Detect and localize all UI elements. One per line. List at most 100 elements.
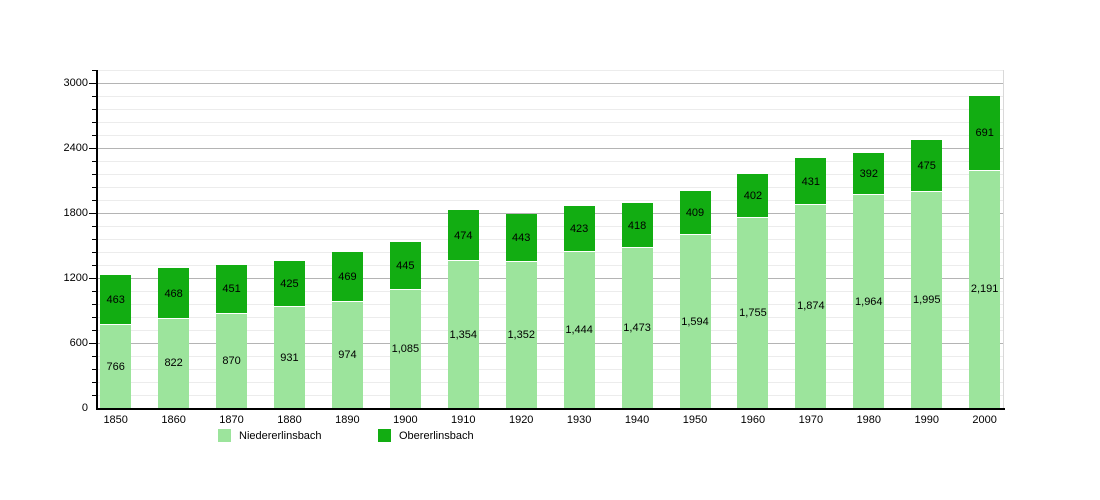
bar-value-label: 1,354 bbox=[449, 328, 478, 341]
minor-gridline bbox=[96, 109, 1003, 110]
y-axis-tick bbox=[92, 330, 96, 331]
minor-gridline bbox=[96, 226, 1003, 227]
x-tick-label: 1990 bbox=[914, 414, 939, 426]
y-axis-tick bbox=[89, 213, 96, 214]
minor-gridline bbox=[96, 291, 1003, 292]
bar-segment-niedererlinsbach bbox=[505, 261, 537, 408]
minor-gridline bbox=[96, 330, 1003, 331]
x-tick-label: 1880 bbox=[277, 414, 302, 426]
minor-gridline bbox=[96, 304, 1003, 305]
y-axis-tick bbox=[92, 109, 96, 110]
bar-segment-obererlinsbach bbox=[447, 209, 479, 262]
bar-value-label: 1,473 bbox=[623, 322, 651, 335]
bar-value-label: 402 bbox=[743, 190, 763, 203]
bar-segment-obererlinsbach bbox=[563, 205, 595, 252]
bar-segment-niedererlinsbach bbox=[853, 195, 885, 408]
y-axis-tick bbox=[92, 265, 96, 266]
x-tick-label: 1950 bbox=[682, 414, 708, 426]
bar-segment-obererlinsbach bbox=[100, 274, 132, 325]
y-axis-tick bbox=[92, 122, 96, 123]
bar-value-label: 1,995 bbox=[912, 293, 941, 306]
legend-item-obererlinsbach: Obererlinsbach bbox=[378, 429, 474, 442]
x-axis bbox=[96, 408, 1005, 410]
y-axis-tick bbox=[92, 304, 96, 305]
major-gridline bbox=[96, 343, 1003, 344]
bar-value-label: 1,444 bbox=[565, 323, 593, 336]
bar-segment-obererlinsbach bbox=[969, 95, 1001, 171]
x-tick-label: 1960 bbox=[740, 414, 766, 426]
x-tick-label: 1860 bbox=[161, 414, 186, 426]
x-tick-label: 1930 bbox=[566, 414, 592, 426]
minor-gridline bbox=[96, 161, 1003, 162]
y-tick-label: 2400 bbox=[63, 142, 88, 154]
y-axis-tick bbox=[92, 226, 96, 227]
minor-gridline bbox=[96, 382, 1003, 383]
minor-gridline bbox=[96, 356, 1003, 357]
minor-gridline bbox=[96, 96, 1003, 97]
major-gridline bbox=[96, 278, 1003, 279]
bar-value-label: 451 bbox=[222, 283, 241, 296]
y-axis-tick bbox=[92, 239, 96, 240]
y-axis-tick bbox=[92, 395, 96, 396]
bar-value-label: 431 bbox=[801, 175, 821, 188]
bar-value-label: 1,874 bbox=[797, 300, 825, 313]
x-tick-label: 1980 bbox=[856, 414, 882, 426]
x-tick-label: 1870 bbox=[219, 414, 244, 426]
x-tick-label: 1850 bbox=[103, 414, 128, 426]
bar-segment-niedererlinsbach bbox=[331, 302, 363, 408]
bar-segment-obererlinsbach bbox=[679, 191, 711, 236]
bar-segment-obererlinsbach bbox=[911, 140, 943, 192]
bar-value-label: 766 bbox=[106, 360, 125, 373]
y-tick-label: 3000 bbox=[63, 77, 88, 89]
y-tick-label: 0 bbox=[81, 402, 88, 414]
y-axis-tick bbox=[92, 135, 96, 136]
x-tick-label: 1920 bbox=[508, 414, 534, 426]
y-axis-tick bbox=[92, 317, 96, 318]
bar-value-label: 392 bbox=[859, 168, 878, 180]
y-axis-tick bbox=[92, 200, 96, 201]
bar-value-label: 822 bbox=[164, 357, 183, 370]
bar-value-label: 870 bbox=[222, 354, 241, 367]
bar-segment-niedererlinsbach bbox=[100, 325, 132, 408]
legend-swatch-niedererlinsbach bbox=[218, 429, 231, 442]
bar-segment-niedererlinsbach bbox=[389, 290, 421, 408]
y-axis-tick bbox=[92, 291, 96, 292]
minor-gridline bbox=[96, 252, 1003, 253]
bar-segment-niedererlinsbach bbox=[216, 313, 248, 408]
x-tick-label: 1910 bbox=[451, 414, 476, 426]
y-axis-tick bbox=[92, 252, 96, 253]
bar-value-label: 2,191 bbox=[970, 283, 999, 296]
y-axis-tick bbox=[92, 174, 96, 175]
bar-value-label: 418 bbox=[627, 219, 647, 232]
minor-gridline bbox=[96, 200, 1003, 201]
bar-value-label: 469 bbox=[338, 271, 357, 284]
bar-value-label: 1,964 bbox=[855, 295, 883, 308]
y-axis-tick bbox=[92, 70, 96, 71]
minor-gridline bbox=[96, 122, 1003, 123]
y-axis-tick bbox=[92, 187, 96, 188]
minor-gridline bbox=[96, 174, 1003, 175]
bar-segment-niedererlinsbach bbox=[911, 191, 943, 408]
bar-segment-niedererlinsbach bbox=[795, 204, 827, 408]
x-tick-label: 1940 bbox=[624, 414, 650, 426]
legend-item-niedererlinsbach: Niedererlinsbach bbox=[218, 429, 322, 442]
y-tick-label: 1200 bbox=[63, 272, 88, 284]
bar-value-label: 1,594 bbox=[681, 315, 709, 328]
bar-value-label: 425 bbox=[280, 278, 299, 291]
bar-value-label: 1,085 bbox=[391, 343, 420, 356]
y-tick-label: 600 bbox=[69, 337, 88, 349]
x-tick-label: 1890 bbox=[335, 414, 360, 426]
bar-value-label: 474 bbox=[454, 229, 473, 242]
bar-segment-obererlinsbach bbox=[795, 158, 827, 205]
bar-value-label: 475 bbox=[917, 160, 936, 173]
bar-segment-niedererlinsbach bbox=[447, 261, 479, 408]
bar-segment-obererlinsbach bbox=[505, 213, 537, 262]
bar-segment-obererlinsbach bbox=[273, 261, 305, 308]
bar-value-label: 445 bbox=[396, 260, 415, 273]
bar-segment-niedererlinsbach bbox=[969, 170, 1001, 408]
bar-value-label: 409 bbox=[685, 207, 705, 220]
bar-segment-niedererlinsbach bbox=[563, 251, 595, 408]
x-tick-label: 1970 bbox=[798, 414, 824, 426]
minor-gridline bbox=[96, 135, 1003, 136]
bar-segment-obererlinsbach bbox=[621, 203, 653, 249]
